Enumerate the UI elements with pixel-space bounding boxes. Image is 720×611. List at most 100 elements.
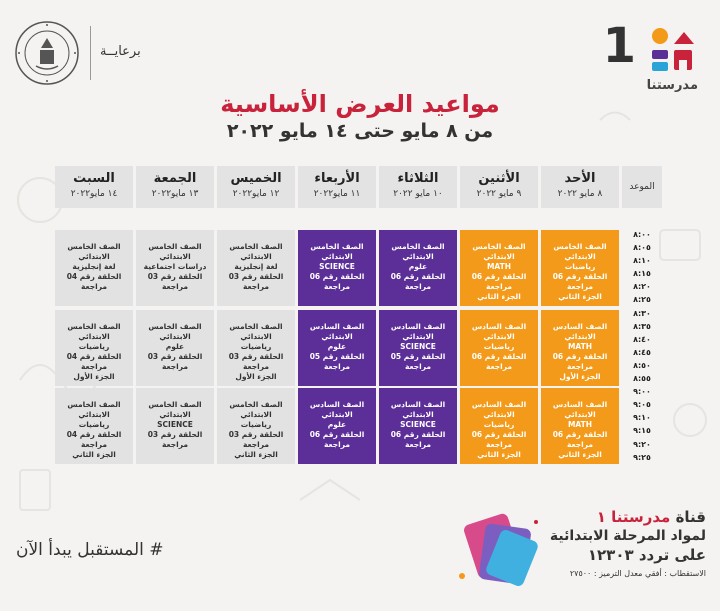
cell-line: MATH — [567, 420, 593, 429]
cell-line: MATH — [486, 262, 512, 271]
cell-line: رياضيات — [78, 342, 110, 351]
cell-line: علوم — [327, 342, 347, 351]
cell-line: الصف الخامس الابتدائي — [148, 242, 202, 261]
sponsor-label: برعايــة — [100, 44, 141, 59]
cell-line: الحلقة رقم 06 مراجعة — [390, 272, 446, 291]
cell-line: الجزء الأول — [73, 372, 115, 381]
cell-line: الصف الخامس الابتدائي — [148, 400, 202, 419]
cell-line: SCIENCE — [157, 420, 193, 429]
schedule-cell: الصف الخامس الابتدائي SCIENCE الحلقة رقم 0… — [136, 388, 214, 464]
cell-line: الحلقة رقم 06 مراجعة — [552, 430, 608, 449]
channel-reception: الاستقطاب : أفقي معدل الترميز : ٢٧٥٠٠ — [569, 569, 706, 578]
schedule-cell: الصف الخامس الابتدائي رياضيات الحلقة رقم 0… — [541, 230, 619, 306]
channel-description: لمواد المرحلة الابتدائية — [549, 528, 706, 544]
cell-line: الصف السادس الابتدائي — [390, 322, 446, 341]
time-column-header: الموعد — [622, 166, 662, 208]
time-slot: ٩:٢٠ — [633, 439, 651, 449]
cell-line: الصف السادس الابتدائي — [471, 400, 527, 419]
sponsor-divider — [90, 26, 91, 80]
cell-line: الحلقة رقم 06 مراجعة — [390, 430, 446, 449]
schedule-cell: الصف السادس الابتدائي رياضيات الحلقة رقم 0… — [460, 310, 538, 386]
cell-line: رياضيات — [483, 342, 515, 351]
day-date: ١٤ مايو٢٠٢٢ — [70, 189, 118, 199]
cell-line: الحلقة رقم 05 مراجعة — [309, 352, 365, 371]
cell-line: MATH — [567, 342, 593, 351]
day-name: الأحد — [564, 171, 596, 186]
cell-line: الصف السادس الابتدائي — [471, 322, 527, 341]
cell-line: لغة إنجليزية — [234, 262, 278, 271]
time-slot: ٨:٢٥ — [633, 295, 651, 305]
cell-line: الصف الخامس الابتدائي — [310, 242, 364, 261]
schedule-cell: الصف الخامس الابتدائي رياضيات الحلقة رقم 0… — [217, 388, 295, 464]
schedule-cell: الصف السادس الابتدائي علوم الحلقة رقم 05 م… — [298, 310, 376, 386]
cell-line: الحلقة رقم 06 مراجعة — [471, 272, 527, 291]
schedule-cell: الصف الخامس الابتدائي علوم الحلقة رقم 03 م… — [136, 310, 214, 386]
cell-line: الحلقة رقم 04 مراجعة — [66, 272, 122, 291]
time-slot: ٩:٠٠ — [633, 387, 651, 397]
cell-line: الصف الخامس الابتدائي — [553, 242, 607, 261]
schedule-cell: الصف الخامس الابتدائي لغة إنجليزية الحلقة … — [55, 230, 133, 306]
cell-line: الصف الخامس الابتدائي — [67, 242, 121, 261]
cell-line: SCIENCE — [400, 342, 436, 351]
cell-line: الحلقة رقم 03 مراجعة — [147, 272, 203, 291]
cell-line: الصف السادس الابتدائي — [552, 400, 608, 419]
channel-name: مدرستنا ١ — [596, 508, 671, 526]
cell-line: الحلقة رقم 06 مراجعة — [471, 430, 527, 449]
logo-shapes-icon — [652, 28, 694, 71]
cell-line: لغة إنجليزية — [72, 262, 116, 271]
schedule-table: الموعد الأحد ٨ مايو ٢٠٢٢ الأثنين ٩ مايو ٢٠٢… — [55, 166, 665, 464]
cell-line: الصف الخامس الابتدائي — [67, 400, 121, 419]
time-slot: ٨:١٥ — [633, 269, 651, 279]
time-slot: ٨:٣٥ — [633, 321, 651, 331]
schedule-cell: الصف الخامس الابتدائي رياضيات الحلقة رقم 0… — [55, 388, 133, 464]
logo-number: 1 — [602, 18, 636, 74]
cell-line: الجزء الثاني — [558, 292, 602, 301]
schedule-cell: الصف الخامس الابتدائي دراسات اجتماعية الحل… — [136, 230, 214, 306]
cell-line: الحلقة رقم 04 مراجعة — [66, 352, 122, 371]
cell-line: الجزء الأول — [559, 372, 601, 381]
cell-line: رياضيات — [240, 420, 272, 429]
schedule-cell: الصف السادس الابتدائي MATH الحلقة رقم 06 م… — [541, 310, 619, 386]
ministry-seal-icon — [15, 21, 79, 85]
schedule-cell: الصف الخامس الابتدائي MATH الحلقة رقم 06 م… — [460, 230, 538, 306]
day-date: ٩ مايو ٢٠٢٢ — [476, 189, 522, 199]
day-date: ١٣ مايو٢٠٢٢ — [151, 189, 199, 199]
schedule-cell: الصف الخامس الابتدائي SCIENCE الحلقة رقم 0… — [298, 230, 376, 306]
cell-line: الصف السادس الابتدائي — [309, 322, 365, 341]
day-header: الخميس ١٢ مايو٢٠٢٢ — [217, 166, 295, 208]
time-list: ٨:٠٠ ٨:٠٥ ٨:١٠ ٨:١٥ ٨:٢٠ ٨:٢٥ ٨:٣٠ ٨:٣٥ ٨:٤٠ ٨:٤٥… — [622, 230, 662, 462]
cell-line: الحلقة رقم 06 مراجعة — [309, 272, 365, 291]
day-header: الأثنين ٩ مايو ٢٠٢٢ — [460, 166, 538, 208]
schedule-cell: الصف الخامس الابتدائي رياضيات الحلقة رقم 0… — [217, 310, 295, 386]
cell-line: رياضيات — [78, 420, 110, 429]
cell-line: الجزء الثاني — [477, 450, 521, 459]
cell-line: علوم — [165, 342, 185, 351]
day-header: السبت ١٤ مايو٢٠٢٢ — [55, 166, 133, 208]
cell-line: الصف السادس الابتدائي — [552, 322, 608, 341]
time-slot: ٨:٠٠ — [633, 230, 651, 239]
cell-line: الحلقة رقم 03 مراجعة — [147, 430, 203, 449]
cell-line: الحلقة رقم 06 مراجعة — [552, 272, 608, 291]
day-date: ١٢ مايو٢٠٢٢ — [232, 189, 280, 199]
cell-line: رياضيات — [240, 342, 272, 351]
cell-line: علوم — [408, 262, 428, 271]
cell-line: الحلقة رقم 03 مراجعة — [228, 430, 284, 449]
channel-promo: قناة مدرستنا ١ لمواد المرحلة الابتدائية … — [536, 508, 706, 578]
day-header: الثلاثاء ١٠ مايو ٢٠٢٢ — [379, 166, 457, 208]
madrasetna-logo: 1 مدرستنا — [603, 14, 706, 94]
time-slot: ٨:٤٥ — [633, 347, 651, 357]
cell-line: علوم — [327, 420, 347, 429]
day-name: الأربعاء — [314, 171, 360, 186]
schedule-cell: الصف الخامس الابتدائي لغة إنجليزية الحلقة … — [217, 230, 295, 306]
cell-line: الصف الخامس الابتدائي — [67, 322, 121, 341]
day-header: الأربعاء ١١ مايو٢٠٢٢ — [298, 166, 376, 208]
hashtag-slogan: # المستقبل يبدأ الآن — [16, 540, 164, 560]
cell-line: الجزء الثاني — [72, 450, 116, 459]
day-date: ١١ مايو٢٠٢٢ — [313, 189, 361, 199]
cell-line: الصف الخامس الابتدائي — [148, 322, 202, 341]
cell-line: الحلقة رقم 03 مراجعة — [147, 352, 203, 371]
schedule-cell: الصف الخامس الابتدائي علوم الحلقة رقم 06 م… — [379, 230, 457, 306]
time-slot: ٨:٥٠ — [633, 360, 651, 370]
page-title: مواعيد العرض الأساسية — [220, 90, 500, 118]
cell-line: دراسات اجتماعية — [143, 262, 207, 271]
